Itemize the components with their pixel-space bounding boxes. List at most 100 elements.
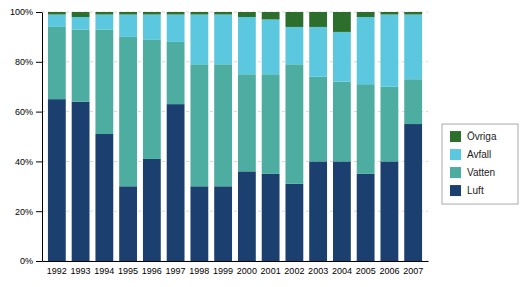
bar [143, 159, 161, 261]
bar [214, 12, 232, 14]
tick-mark [36, 161, 42, 162]
tick-label: 2005 [356, 266, 376, 276]
bar [95, 29, 113, 134]
bar [167, 12, 185, 14]
bar [214, 14, 232, 64]
bar [380, 87, 398, 162]
tick-label: 1999 [213, 266, 233, 276]
tick-label: 60% [15, 107, 33, 117]
bar [95, 14, 113, 29]
bar [309, 27, 327, 77]
bar [285, 184, 303, 261]
tick: 1998 [189, 261, 209, 276]
bar [119, 186, 137, 261]
legend-label: Avfall [467, 149, 491, 160]
bar [404, 124, 422, 261]
bar [190, 12, 208, 14]
bar [167, 42, 185, 104]
bar [190, 64, 208, 186]
chart: 1992199319941995199619971998199920002001… [0, 0, 528, 287]
bar [238, 171, 256, 261]
tick-mark [36, 12, 42, 13]
bar [95, 134, 113, 261]
axis-line [42, 13, 43, 262]
tick: 0% [20, 256, 42, 266]
bar [214, 64, 232, 186]
bar [48, 12, 66, 14]
bar [238, 12, 256, 17]
bar [380, 12, 398, 14]
tick: 2003 [308, 261, 328, 276]
tick: 60% [15, 107, 42, 117]
bar [357, 84, 375, 174]
bar [72, 102, 90, 261]
legend-swatch [450, 149, 461, 160]
legend-label: Övriga [467, 131, 497, 142]
bar [309, 161, 327, 261]
series [48, 12, 422, 32]
bar [380, 161, 398, 261]
tick-label: 40% [15, 157, 33, 167]
tick: 2006 [379, 261, 399, 276]
tick-label: 1997 [166, 266, 186, 276]
bar [190, 186, 208, 261]
bar [309, 77, 327, 162]
bar [357, 12, 375, 17]
tick-label: 1996 [142, 266, 162, 276]
legend-box [442, 124, 518, 204]
legend-swatch [450, 185, 461, 196]
bar [333, 12, 351, 32]
bar [214, 186, 232, 261]
bar [380, 14, 398, 86]
bar [95, 12, 113, 14]
bar [357, 17, 375, 84]
tick-label: 80% [15, 57, 33, 67]
tick-label: 2002 [284, 266, 304, 276]
tick-label: 2003 [308, 266, 328, 276]
tick: 2007 [403, 261, 423, 276]
y-axis: 0% 20% 40% 60% 80% 100% [10, 7, 43, 266]
tick-label: 2004 [332, 266, 352, 276]
bar [333, 32, 351, 82]
grid [42, 12, 428, 261]
tick: 2005 [356, 261, 376, 276]
bar [404, 79, 422, 124]
tick: 40% [15, 157, 42, 167]
plot: 1992199319941995199619971998199920002001… [10, 7, 429, 276]
bar [143, 39, 161, 159]
bar [309, 12, 327, 27]
bar [190, 14, 208, 64]
tick: 1992 [47, 261, 67, 276]
bar [404, 14, 422, 79]
tick: 2002 [284, 261, 304, 276]
bar [285, 27, 303, 64]
tick-label: 2007 [403, 266, 423, 276]
bar [238, 74, 256, 171]
bar [143, 14, 161, 39]
tick: 2000 [237, 261, 257, 276]
bar [72, 17, 90, 29]
bar [48, 27, 66, 99]
bars [48, 12, 422, 261]
tick-label: 1993 [71, 266, 91, 276]
legend-swatch [450, 131, 461, 142]
bar [72, 12, 90, 17]
tick: 1995 [118, 261, 138, 276]
bar [167, 104, 185, 261]
tick-mark [36, 261, 42, 262]
tick: 20% [15, 207, 42, 217]
legend-item: Övriga [450, 131, 497, 142]
tick: 80% [15, 57, 42, 67]
bar [238, 17, 256, 74]
bar [143, 12, 161, 14]
legend-label: Luft [467, 185, 484, 196]
legend-item: Vatten [450, 167, 495, 178]
tick-label: 100% [10, 7, 33, 17]
tick: 1993 [71, 261, 91, 276]
legend-item: Avfall [450, 149, 491, 160]
bar [333, 82, 351, 162]
tick: 1997 [166, 261, 186, 276]
tick-label: 0% [20, 256, 33, 266]
tick-label: 1998 [189, 266, 209, 276]
bar [285, 64, 303, 184]
